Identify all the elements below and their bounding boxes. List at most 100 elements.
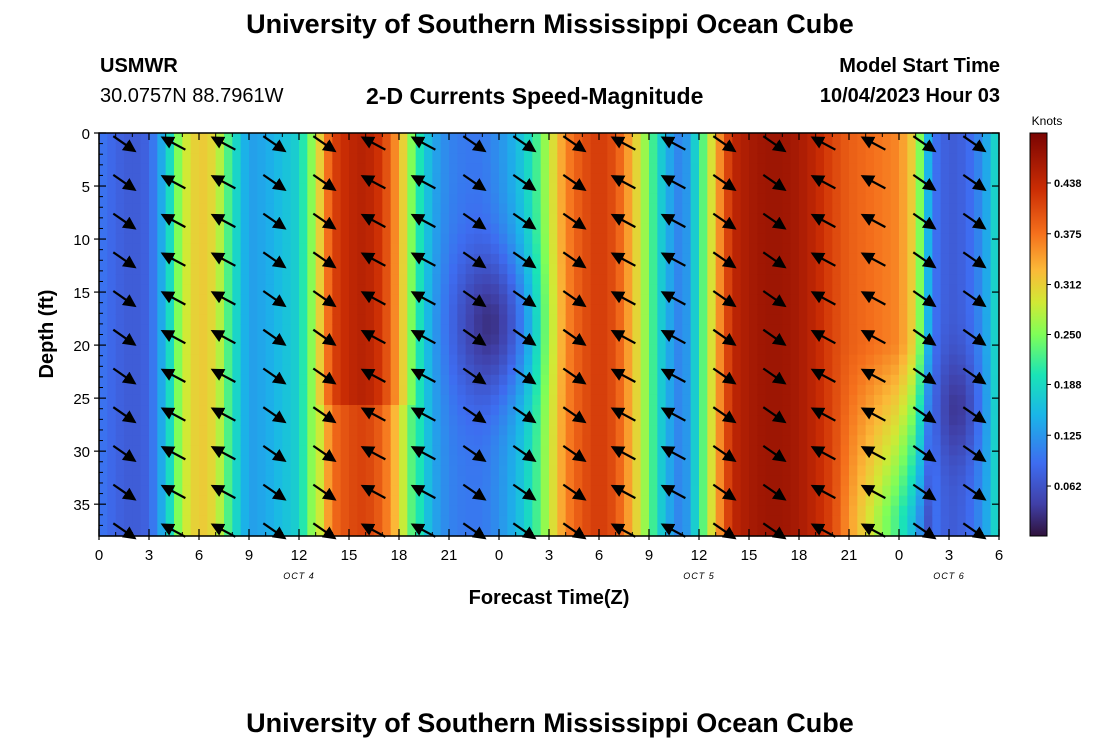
- heat-cell: [349, 233, 358, 245]
- current-arrow: [410, 407, 436, 422]
- heat-cell: [399, 415, 408, 426]
- heat-cell: [715, 324, 725, 336]
- heat-cell: [232, 304, 242, 315]
- heat-cell: [532, 233, 542, 245]
- heat-cell: [749, 495, 758, 507]
- heat-cell: [132, 143, 142, 154]
- heat-cell: [507, 253, 517, 265]
- heat-cell: [649, 213, 658, 225]
- heat-cell: [907, 405, 917, 416]
- heat-cell: [340, 374, 350, 386]
- heat-cell: [899, 465, 908, 477]
- heat-cell: [732, 455, 742, 467]
- heat-cell: [624, 425, 633, 436]
- heat-cell: [299, 394, 308, 406]
- heat-cell: [390, 304, 400, 315]
- heat-cell: [99, 173, 108, 184]
- current-arrow: [210, 291, 236, 306]
- heat-cell: [507, 515, 517, 527]
- heat-cell: [990, 435, 1000, 446]
- heat-cell: [499, 223, 508, 235]
- heat-cell: [99, 183, 108, 195]
- heat-cell: [690, 525, 700, 537]
- heat-cell: [332, 243, 342, 255]
- heat-cell: [499, 304, 508, 315]
- heat-cell: [840, 384, 850, 396]
- heat-cell: [457, 233, 467, 245]
- heat-cell: [282, 525, 292, 537]
- heat-cell: [124, 193, 133, 205]
- heat-cell: [315, 274, 325, 285]
- heat-cell: [265, 193, 275, 205]
- heat-cell: [607, 143, 617, 154]
- heat-cell: [724, 505, 733, 517]
- heat-cell: [765, 475, 775, 487]
- heat-cell: [857, 233, 867, 245]
- heat-cell: [565, 465, 575, 477]
- heat-cell: [540, 364, 550, 376]
- heat-cell: [265, 153, 275, 164]
- heat-cell: [615, 425, 625, 436]
- heat-cell: [165, 415, 175, 426]
- heat-cell: [507, 465, 517, 477]
- heat-cell: [540, 465, 550, 477]
- heat-cell: [799, 223, 808, 235]
- heat-cell: [707, 263, 717, 275]
- heat-cell: [507, 384, 517, 396]
- heat-cell: [799, 284, 808, 295]
- heat-cell: [265, 274, 275, 285]
- heat-cell: [640, 445, 650, 456]
- heat-cell: [590, 263, 600, 275]
- heat-cell: [724, 163, 733, 174]
- heat-cell: [915, 475, 925, 487]
- heat-cell: [849, 394, 858, 406]
- heat-cell: [949, 374, 958, 386]
- heat-cell: [749, 133, 758, 144]
- heat-cell: [674, 304, 683, 315]
- heat-cell: [732, 314, 742, 326]
- heat-cell: [224, 364, 233, 376]
- heat-cell: [299, 153, 308, 164]
- heat-cell: [857, 183, 867, 195]
- heat-cell: [690, 344, 700, 356]
- heat-cell: [615, 153, 625, 164]
- current-arrow: [262, 367, 287, 385]
- heat-cell: [565, 223, 575, 235]
- heat-cell: [524, 435, 533, 446]
- current-arrow: [962, 290, 987, 308]
- heat-cell: [199, 284, 208, 295]
- heat-cell: [749, 294, 758, 305]
- heat-cell: [240, 153, 250, 164]
- heat-cell: [857, 274, 867, 285]
- heat-cell: [149, 304, 158, 315]
- heat-cell: [332, 213, 342, 225]
- heat-cell: [374, 294, 383, 305]
- heat-cell: [832, 253, 842, 265]
- heat-cell: [715, 525, 725, 537]
- heat-cell: [232, 183, 242, 195]
- heat-cell: [332, 455, 342, 467]
- heat-cell: [732, 394, 742, 406]
- heat-cell: [257, 223, 267, 235]
- heat-cell: [507, 485, 517, 497]
- heat-cell: [857, 193, 867, 205]
- heat-cell: [590, 415, 600, 426]
- heat-cell: [307, 334, 317, 346]
- heat-cell: [690, 163, 700, 174]
- heat-cell: [790, 405, 800, 416]
- heat-cell: [549, 435, 558, 446]
- heat-cell: [282, 173, 292, 184]
- heat-cell: [599, 435, 608, 446]
- heat-cell: [124, 203, 133, 215]
- heat-cell: [140, 253, 150, 265]
- heat-cell: [682, 143, 692, 154]
- heat-cell: [799, 394, 808, 406]
- heat-cell: [399, 485, 408, 497]
- heat-cell: [907, 364, 917, 376]
- heat-cell: [957, 475, 967, 487]
- current-arrow: [112, 367, 137, 385]
- current-arrow: [262, 406, 287, 424]
- heat-cell: [657, 274, 667, 285]
- heat-cell: [582, 253, 592, 265]
- heat-cell: [99, 465, 108, 477]
